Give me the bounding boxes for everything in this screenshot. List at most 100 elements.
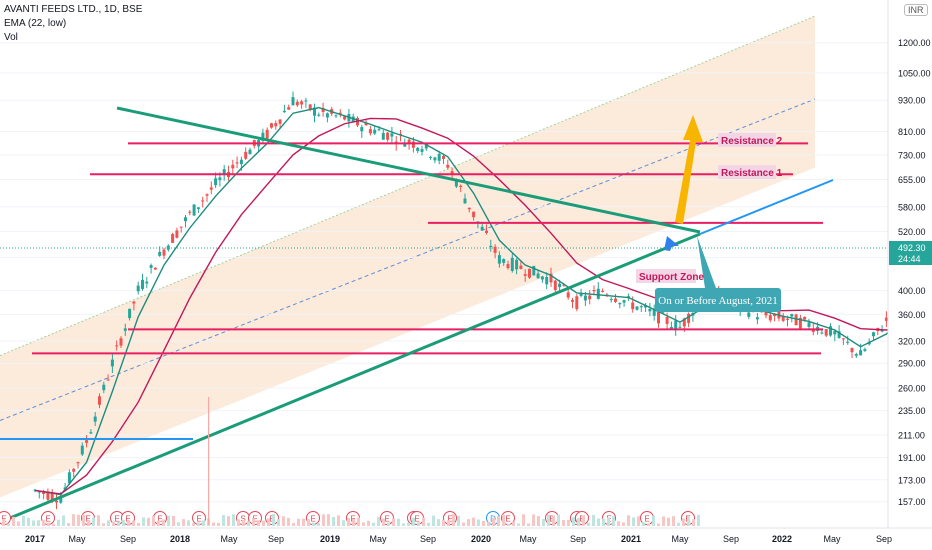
candle-body xyxy=(652,309,656,316)
ema-line xyxy=(34,106,932,496)
volume-bar xyxy=(392,518,395,526)
volume-bar xyxy=(582,515,585,526)
candle-body xyxy=(136,285,140,292)
candle-body xyxy=(833,331,837,335)
candle-body xyxy=(321,107,325,112)
candle-body xyxy=(467,207,471,210)
candle-body xyxy=(373,129,377,134)
volume-bar xyxy=(307,519,310,526)
volume-bar xyxy=(437,519,440,526)
volume-bar xyxy=(297,518,300,526)
candle-body xyxy=(37,491,41,493)
volume-bar xyxy=(77,514,80,526)
volume-bar xyxy=(507,523,510,526)
volume-bar xyxy=(542,519,545,526)
candle-body xyxy=(33,489,37,491)
volume-bar xyxy=(262,520,265,526)
candle-body xyxy=(609,299,613,301)
volume-bar xyxy=(112,521,115,526)
candle-body xyxy=(110,359,114,367)
price-axis-label: 730.00 xyxy=(898,150,926,160)
price-axis-label: 173.00 xyxy=(898,475,926,485)
volume-bar xyxy=(602,518,605,526)
candle-body xyxy=(837,331,841,338)
volume-bar xyxy=(2,519,5,526)
price-axis-label: 520.00 xyxy=(898,227,926,237)
volume-bar xyxy=(327,514,330,526)
candle-body xyxy=(639,306,643,308)
volume-bar xyxy=(462,522,465,526)
candle-body xyxy=(424,142,428,149)
volume-event-label: E xyxy=(125,515,130,524)
time-axis-label: 2021 xyxy=(621,534,641,544)
candle-body xyxy=(510,257,514,271)
volume-bar xyxy=(167,515,170,526)
support-zone-bg xyxy=(636,269,696,283)
candle-body xyxy=(192,204,196,216)
volume-bar xyxy=(512,521,515,526)
candle-body xyxy=(463,198,467,204)
candle-body xyxy=(222,169,226,176)
descending-trend-line xyxy=(116,106,701,234)
candle-body xyxy=(106,379,110,381)
candle-body xyxy=(519,265,523,269)
time-axis-label: 2022 xyxy=(772,534,792,544)
volume-bar xyxy=(87,519,90,526)
volume-bar xyxy=(202,520,205,526)
volume-bar xyxy=(422,517,425,526)
candle-body xyxy=(132,301,136,304)
volume-event-label: E xyxy=(45,515,50,524)
candle-body xyxy=(274,123,278,127)
volume-bar xyxy=(277,518,280,526)
candle-body xyxy=(59,498,63,503)
last-price-badge xyxy=(889,241,932,265)
volume-bar xyxy=(607,517,610,526)
volume-bar xyxy=(622,522,625,526)
currency-badge[interactable]: INR xyxy=(904,4,928,16)
volume-bar xyxy=(182,519,185,526)
time-axis-label: Sep xyxy=(570,534,586,544)
breakout-arrow-icon xyxy=(675,115,703,224)
candle-body xyxy=(145,281,149,284)
candle-body xyxy=(583,295,587,301)
candle-body xyxy=(558,283,562,288)
candle-body xyxy=(532,265,536,276)
time-axis-label: Sep xyxy=(876,534,892,544)
symbol-title: AVANTI FEEDS LTD., 1D, BSE xyxy=(4,4,143,15)
candle-body xyxy=(338,112,342,114)
candle-body xyxy=(682,318,686,327)
candle-body xyxy=(485,230,488,233)
resistance-1-label: Resistance 1 xyxy=(721,168,783,179)
time-axis-label: Sep xyxy=(420,534,436,544)
volume-bar xyxy=(662,516,665,526)
candle-body xyxy=(368,129,372,134)
volume-bar xyxy=(312,522,315,526)
candle-body xyxy=(55,500,58,503)
volume-bar xyxy=(47,522,50,526)
volume-bar xyxy=(467,519,470,526)
volume-bar xyxy=(642,522,645,526)
time-axis-label: Sep xyxy=(120,534,136,544)
callout-text: On or Before August, 2021 xyxy=(658,295,777,307)
candle-body xyxy=(411,141,415,148)
candle-body xyxy=(360,127,364,132)
candle-body xyxy=(669,326,673,329)
volume-bar xyxy=(552,515,555,526)
time-axis-label: 2017 xyxy=(25,534,45,544)
volume-bar xyxy=(177,522,180,526)
candle-body xyxy=(231,164,235,169)
candle-body xyxy=(287,107,291,110)
volume-bar xyxy=(37,520,40,526)
candle-body xyxy=(786,318,789,320)
candle-body xyxy=(42,491,46,495)
volume-bar xyxy=(52,523,55,526)
candle-body xyxy=(622,300,626,303)
callout-pointer xyxy=(697,236,716,288)
candle-body xyxy=(588,295,592,300)
candle-body xyxy=(450,171,454,174)
volume-bar xyxy=(567,519,570,526)
volume-bar xyxy=(677,522,680,526)
volume-event-label: E xyxy=(447,515,452,524)
candle-body xyxy=(807,322,811,327)
